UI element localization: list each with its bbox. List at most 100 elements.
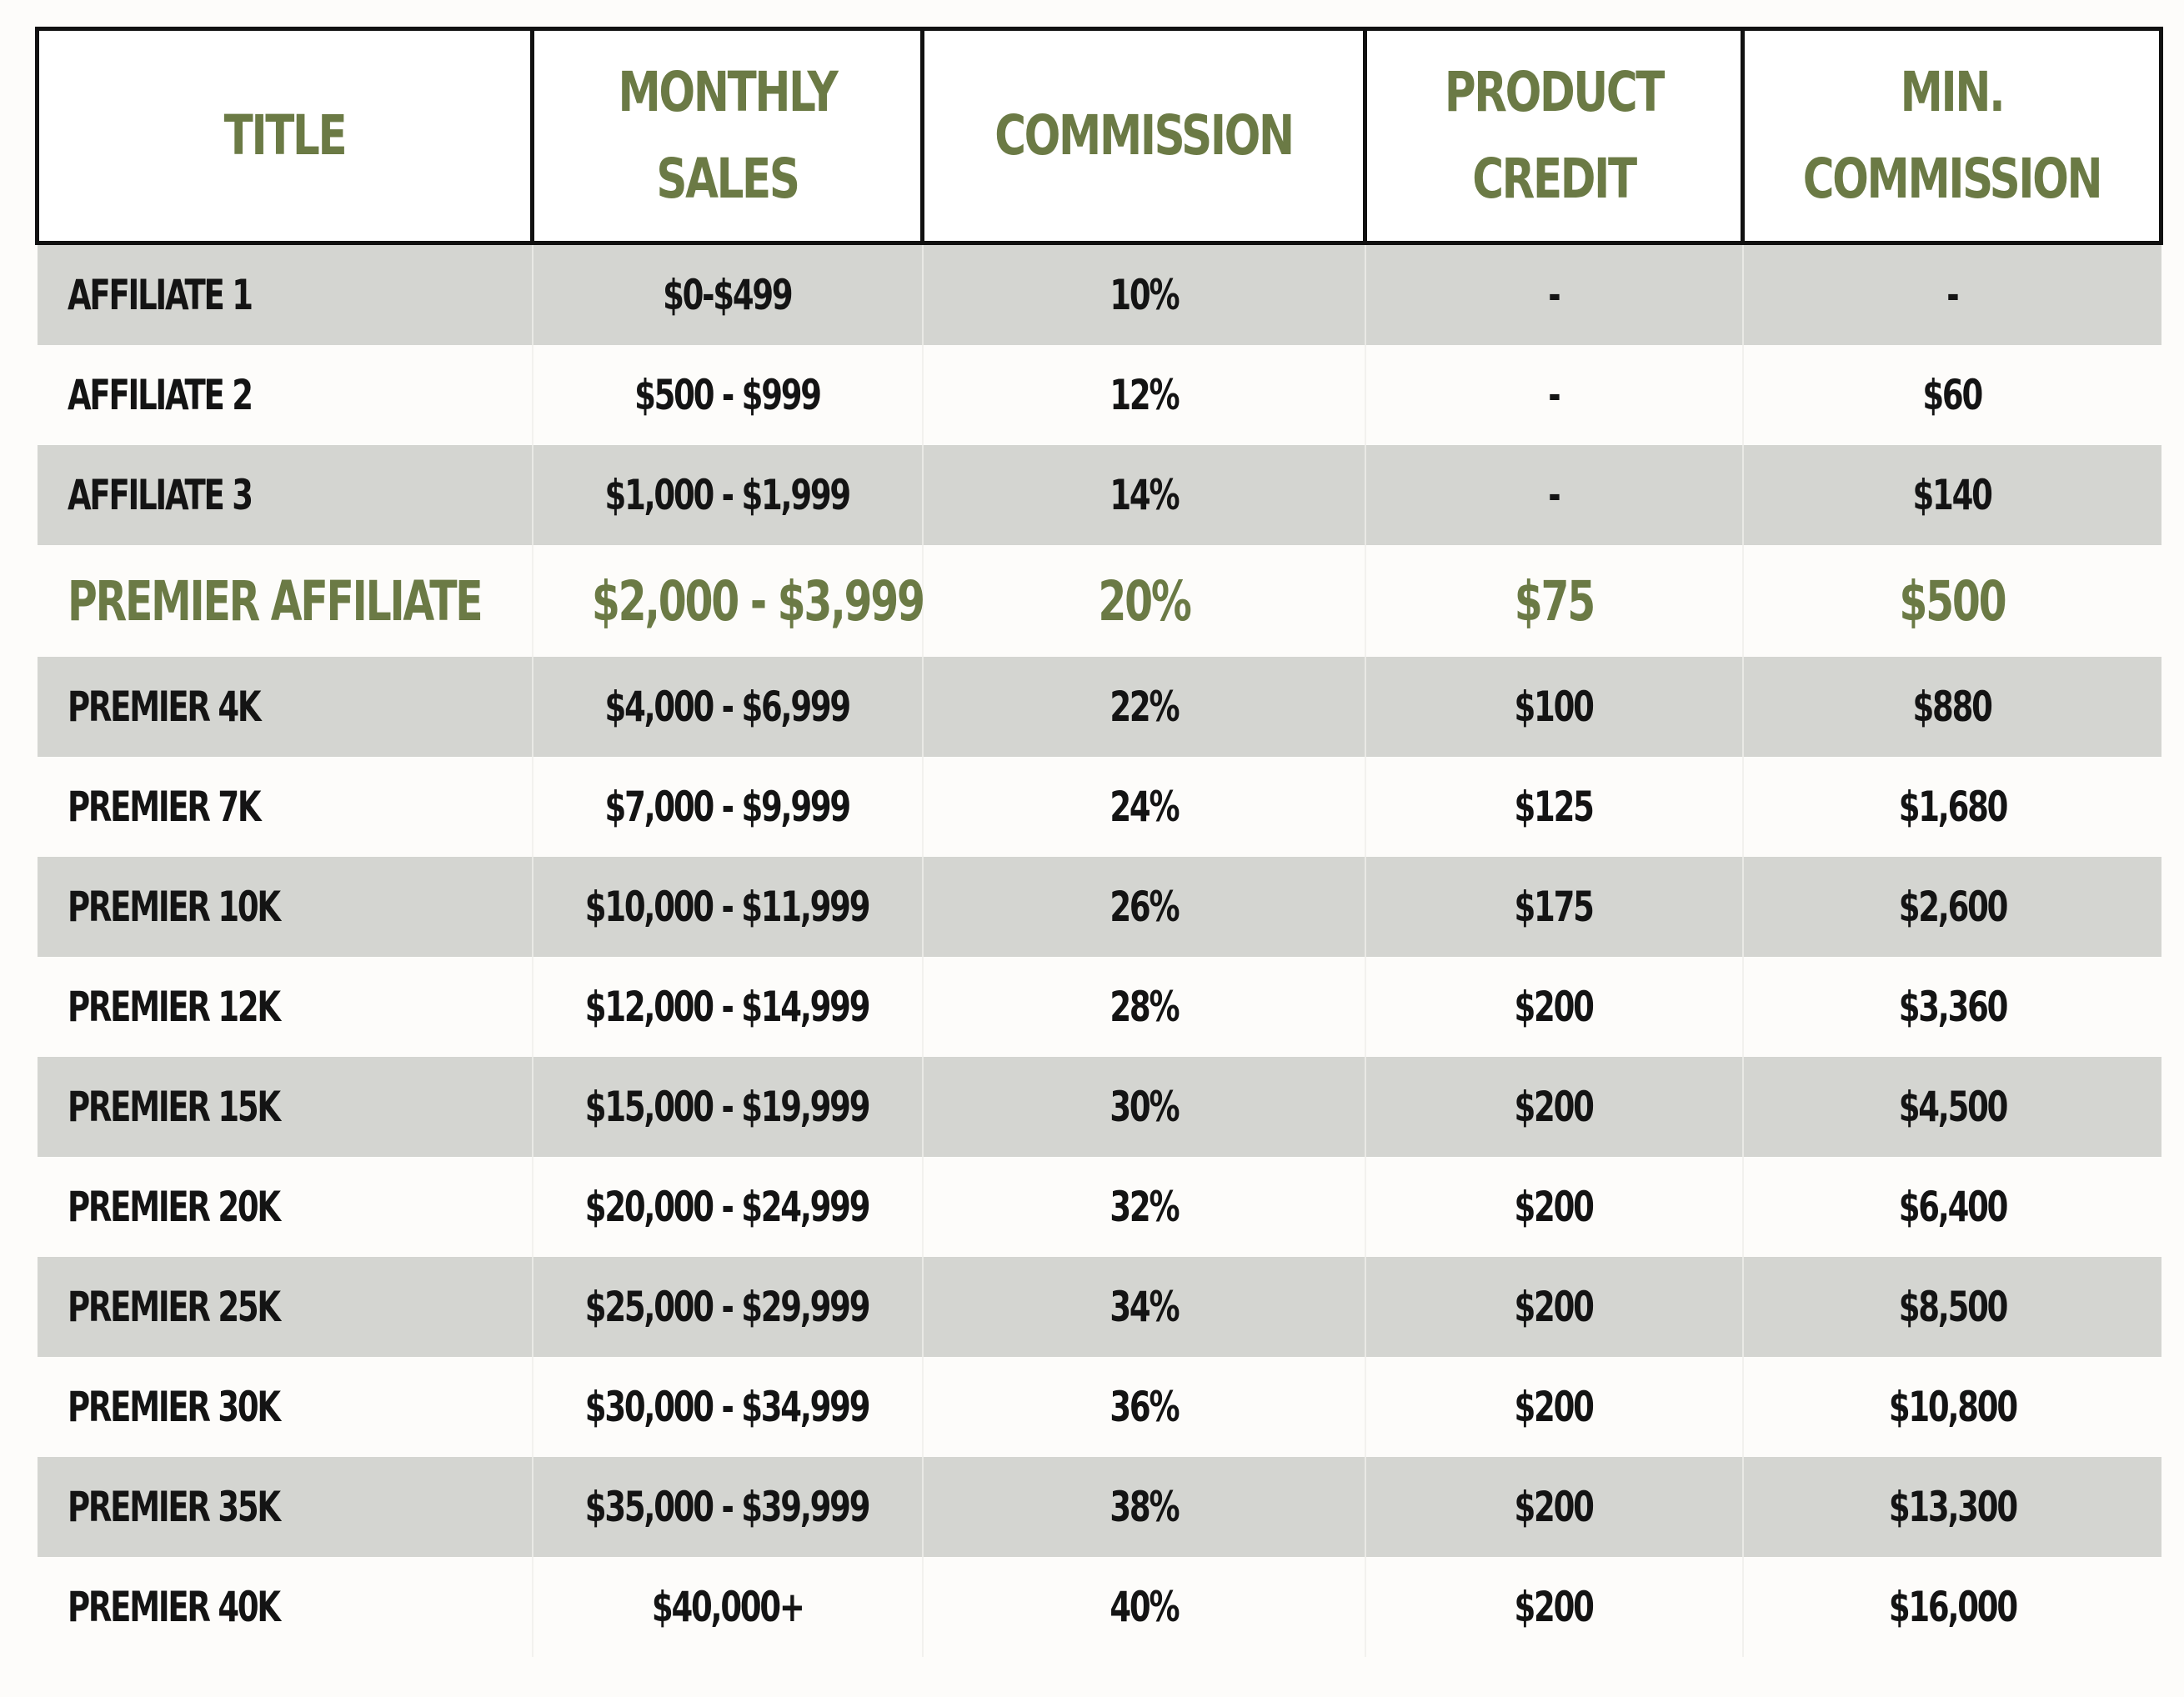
table-row: AFFILIATE 2 $500 - $999 12% - $60 bbox=[37, 345, 2161, 445]
cell-monthly-sales-text: $30,000 - $34,999 bbox=[585, 1383, 871, 1431]
table-row: PREMIER 20K $20,000 - $24,999 32% $200 $… bbox=[37, 1157, 2161, 1257]
cell-min-commission-text: $10,800 bbox=[1888, 1383, 2018, 1431]
cell-product-credit: $200 bbox=[1364, 1457, 1743, 1557]
cell-product-credit: - bbox=[1364, 243, 1743, 345]
cell-product-credit-text: $200 bbox=[1514, 1183, 1595, 1231]
cell-monthly-sales: $7,000 - $9,999 bbox=[531, 757, 923, 857]
cell-monthly-sales: $15,000 - $19,999 bbox=[531, 1057, 923, 1157]
cell-min-commission-text: $16,000 bbox=[1888, 1583, 2018, 1631]
commission-table-container: TITLE MONTHLY SALES COMMISSION PRODUCT C… bbox=[35, 27, 2163, 1657]
cell-commission: 24% bbox=[921, 757, 1365, 857]
cell-title: AFFILIATE 3 bbox=[37, 445, 533, 545]
cell-product-credit: $200 bbox=[1364, 1357, 1743, 1457]
cell-commission: 26% bbox=[921, 857, 1365, 957]
cell-title-text: PREMIER 12K bbox=[67, 983, 281, 1031]
cell-monthly-sales-text: $10,000 - $11,999 bbox=[585, 883, 871, 931]
cell-monthly-sales: $25,000 - $29,999 bbox=[531, 1257, 923, 1357]
cell-title-text: PREMIER 25K bbox=[67, 1283, 281, 1331]
cell-title: PREMIER 10K bbox=[37, 857, 533, 957]
cell-product-credit: - bbox=[1364, 445, 1743, 545]
header-commission: COMMISSION bbox=[920, 27, 1367, 245]
cell-commission-text: 34% bbox=[1110, 1283, 1180, 1331]
header-monthly-sales-line1: MONTHLY bbox=[618, 60, 839, 124]
cell-title-text: PREMIER 15K bbox=[67, 1083, 281, 1131]
cell-commission-text: 38% bbox=[1110, 1483, 1180, 1531]
cell-commission-text: 14% bbox=[1110, 471, 1180, 519]
cell-commission-text: 10% bbox=[1110, 271, 1180, 319]
cell-monthly-sales-text: $35,000 - $39,999 bbox=[585, 1483, 871, 1531]
cell-monthly-sales-text: $7,000 - $9,999 bbox=[604, 783, 852, 831]
cell-product-credit: $175 bbox=[1364, 857, 1743, 957]
cell-min-commission-text: $4,500 bbox=[1898, 1083, 2008, 1131]
cell-product-credit-text: $75 bbox=[1514, 568, 1595, 633]
cell-title: PREMIER 40K bbox=[37, 1557, 533, 1657]
header-product-credit-line2: CREDIT bbox=[1472, 147, 1637, 211]
cell-monthly-sales-text: $2,000 - $3,999 bbox=[591, 568, 924, 633]
cell-commission: 36% bbox=[921, 1357, 1365, 1457]
cell-title: PREMIER 15K bbox=[37, 1057, 533, 1157]
table-row: PREMIER 12K $12,000 - $14,999 28% $200 $… bbox=[37, 957, 2161, 1057]
header-min-commission-line1: MIN. bbox=[1900, 60, 2006, 124]
table-row: AFFILIATE 3 $1,000 - $1,999 14% - $140 bbox=[37, 445, 2161, 545]
commission-table: TITLE MONTHLY SALES COMMISSION PRODUCT C… bbox=[35, 27, 2163, 1657]
cell-commission-text: 20% bbox=[1097, 568, 1191, 633]
table-row-highlight: PREMIER AFFILIATE $2,000 - $3,999 20% $7… bbox=[37, 545, 2161, 657]
cell-min-commission: $60 bbox=[1741, 345, 2161, 445]
cell-product-credit-text: - bbox=[1548, 371, 1560, 419]
table-body: AFFILIATE 1 $0-$499 10% - - AFFILIATE 2 … bbox=[37, 243, 2161, 1657]
cell-min-commission: $1,680 bbox=[1741, 757, 2161, 857]
cell-product-credit-text: $200 bbox=[1514, 983, 1595, 1031]
cell-title-text: AFFILIATE 1 bbox=[67, 271, 253, 319]
cell-min-commission-text: $140 bbox=[1912, 471, 1993, 519]
cell-commission: 14% bbox=[921, 445, 1365, 545]
cell-min-commission: $6,400 bbox=[1741, 1157, 2161, 1257]
cell-title: AFFILIATE 2 bbox=[37, 345, 533, 445]
cell-title-text: AFFILIATE 3 bbox=[67, 471, 253, 519]
cell-title: PREMIER 4K bbox=[37, 657, 533, 757]
cell-commission-text: 40% bbox=[1110, 1583, 1180, 1631]
cell-min-commission-text: $60 bbox=[1922, 371, 1984, 419]
cell-monthly-sales-text: $12,000 - $14,999 bbox=[585, 983, 871, 1031]
cell-title-text: PREMIER 40K bbox=[67, 1583, 281, 1631]
cell-min-commission: $10,800 bbox=[1741, 1357, 2161, 1457]
table-row: PREMIER 4K $4,000 - $6,999 22% $100 $880 bbox=[37, 657, 2161, 757]
cell-min-commission-text: $500 bbox=[1899, 568, 2006, 633]
header-row: TITLE MONTHLY SALES COMMISSION PRODUCT C… bbox=[35, 27, 2163, 245]
cell-product-credit: $200 bbox=[1364, 1257, 1743, 1357]
cell-product-credit-text: $200 bbox=[1514, 1283, 1595, 1331]
header-title: TITLE bbox=[35, 27, 534, 245]
cell-monthly-sales-text: $500 - $999 bbox=[634, 371, 822, 419]
header-min-commission-line2: COMMISSION bbox=[1802, 147, 2103, 211]
cell-title: PREMIER 20K bbox=[37, 1157, 533, 1257]
cell-monthly-sales-text: $25,000 - $29,999 bbox=[585, 1283, 871, 1331]
cell-monthly-sales: $10,000 - $11,999 bbox=[531, 857, 923, 957]
cell-commission-text: 30% bbox=[1110, 1083, 1180, 1131]
cell-commission: 20% bbox=[921, 545, 1365, 657]
cell-title-text: PREMIER 10K bbox=[67, 883, 281, 931]
cell-monthly-sales-text: $0-$499 bbox=[663, 271, 794, 319]
cell-title: AFFILIATE 1 bbox=[37, 243, 533, 345]
cell-monthly-sales: $500 - $999 bbox=[531, 345, 923, 445]
cell-min-commission-text: $3,360 bbox=[1898, 983, 2008, 1031]
cell-min-commission-text: $880 bbox=[1912, 683, 1993, 731]
table-row: PREMIER 25K $25,000 - $29,999 34% $200 $… bbox=[37, 1257, 2161, 1357]
cell-min-commission-text: $2,600 bbox=[1898, 883, 2008, 931]
cell-product-credit-text: - bbox=[1548, 471, 1560, 519]
cell-title-text: PREMIER 7K bbox=[67, 783, 262, 831]
cell-product-credit-text: $100 bbox=[1514, 683, 1595, 731]
cell-product-credit: $200 bbox=[1364, 1057, 1743, 1157]
cell-product-credit: $200 bbox=[1364, 1157, 1743, 1257]
header-product-credit: PRODUCT CREDIT bbox=[1363, 27, 1745, 245]
table-header: TITLE MONTHLY SALES COMMISSION PRODUCT C… bbox=[35, 27, 2163, 245]
cell-min-commission-text: $1,680 bbox=[1898, 783, 2008, 831]
cell-min-commission: $2,600 bbox=[1741, 857, 2161, 957]
cell-monthly-sales: $12,000 - $14,999 bbox=[531, 957, 923, 1057]
cell-monthly-sales: $40,000+ bbox=[531, 1557, 923, 1657]
cell-monthly-sales-text: $20,000 - $24,999 bbox=[585, 1183, 871, 1231]
cell-min-commission: $880 bbox=[1741, 657, 2161, 757]
cell-monthly-sales: $35,000 - $39,999 bbox=[531, 1457, 923, 1557]
cell-title: PREMIER 12K bbox=[37, 957, 533, 1057]
cell-min-commission-text: $8,500 bbox=[1898, 1283, 2008, 1331]
cell-monthly-sales: $0-$499 bbox=[531, 243, 923, 345]
table-row: AFFILIATE 1 $0-$499 10% - - bbox=[37, 243, 2161, 345]
